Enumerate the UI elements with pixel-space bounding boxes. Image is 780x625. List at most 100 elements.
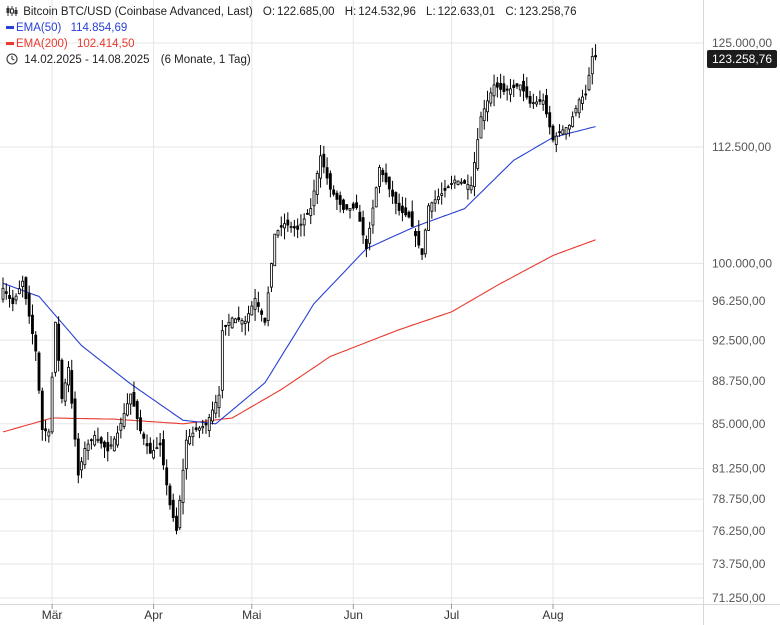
date-range: 14.02.2025 - 14.08.2025 (24, 54, 150, 66)
candle-body (103, 441, 106, 448)
candle-body (266, 292, 270, 321)
chart-title: Bitcoin BTC/USD (Coinbase Advanced, Last… (23, 6, 253, 18)
candle-body (296, 225, 300, 230)
candle-body (165, 467, 169, 486)
candle-body (289, 226, 293, 228)
candle-body (132, 392, 136, 407)
candle-body (27, 293, 31, 317)
candle-body (348, 208, 352, 211)
candle-body (162, 439, 165, 466)
open-label: O: (262, 6, 276, 18)
x-tick-label: Jun (344, 608, 363, 622)
clock-icon (6, 53, 19, 66)
candle-body (250, 305, 254, 316)
candle-body (214, 402, 218, 414)
candle-body (227, 321, 231, 326)
candle-body (342, 199, 345, 210)
candle-body (400, 205, 404, 214)
y-axis: 125.000,00 112.500,00 100.000,00 96.250,00 9… (712, 36, 772, 605)
candles (1, 44, 597, 535)
candle-body (325, 167, 329, 179)
candle-body (8, 295, 11, 299)
candle-body (371, 207, 375, 226)
candle-body (414, 231, 417, 237)
ema200-path (2, 239, 596, 433)
legend-ema50[interactable]: EMA(50) 114.854,69 (6, 20, 129, 36)
candle-body (204, 423, 208, 426)
candle-body (515, 83, 519, 87)
candle-body (63, 382, 67, 402)
high-label: H: (344, 6, 357, 18)
candle-body (404, 207, 408, 216)
candle-body (345, 204, 349, 210)
candle-body (125, 403, 129, 416)
candle-body (44, 428, 47, 432)
candle-body (76, 438, 80, 476)
candle-body (155, 447, 159, 450)
ema50-line (2, 126, 596, 425)
candle-body (473, 162, 476, 188)
candle-body (394, 192, 398, 204)
candle-body (531, 102, 535, 105)
candle-body (220, 330, 224, 391)
candle-body (263, 317, 267, 323)
candle-body (139, 417, 142, 432)
candle-body (420, 248, 424, 255)
candle-body (535, 101, 539, 105)
candle-body (119, 422, 123, 431)
candle-body (328, 173, 332, 190)
candle-body (315, 173, 319, 195)
candle-body (112, 438, 116, 452)
candle-body (224, 324, 228, 327)
candle-body (453, 179, 457, 184)
last-price-tag: 123.258,76 (707, 50, 777, 68)
candle-body (129, 393, 133, 405)
candle-body (387, 176, 391, 190)
candle-body (450, 183, 453, 185)
candle-body (279, 225, 283, 228)
candle-body (178, 499, 182, 529)
candle-body (335, 192, 339, 200)
ema50-path (2, 126, 596, 425)
candle-body (561, 129, 565, 135)
candle-body (378, 167, 381, 187)
candle-body (437, 196, 440, 201)
candle-body (106, 442, 110, 452)
candle-body (292, 226, 296, 229)
candle-body (554, 135, 558, 145)
chart-header: Bitcoin BTC/USD (Coinbase Advanced, Last… (6, 4, 578, 20)
candle-body (1, 287, 5, 300)
candle-body (518, 84, 522, 91)
candle-body (116, 432, 119, 446)
candle-body (590, 56, 594, 75)
y-tick-label: 96.250,00 (712, 294, 766, 308)
close-label: C: (505, 6, 517, 18)
candle-body (322, 153, 326, 168)
candle-body (60, 359, 64, 399)
candle-body (40, 390, 44, 431)
y-tick-label: 100.000,00 (712, 256, 772, 270)
candle-body (260, 310, 264, 315)
candle-body (433, 199, 437, 204)
candle-body (247, 313, 250, 323)
candle-body (145, 443, 149, 447)
low-label: L: (426, 6, 436, 18)
y-tick-label: 78.750,00 (712, 492, 766, 506)
candle-body (384, 172, 388, 183)
candle-body (14, 295, 18, 301)
candle-body (368, 227, 372, 244)
candle-body (361, 217, 365, 236)
ema200-label: EMA(200) (16, 38, 68, 50)
candle-body (148, 442, 152, 454)
candle-body (89, 439, 93, 442)
candle-body (541, 100, 545, 105)
candle-body (364, 238, 368, 250)
y-tick-label: 92.500,00 (712, 333, 766, 347)
candle-body (479, 116, 483, 139)
candle-body (31, 314, 34, 334)
candle-body (512, 84, 516, 88)
y-tick-label: 71.250,00 (712, 591, 766, 605)
candle-body (567, 124, 571, 130)
legend-ema200[interactable]: EMA(200) 102.414,50 (6, 36, 137, 52)
